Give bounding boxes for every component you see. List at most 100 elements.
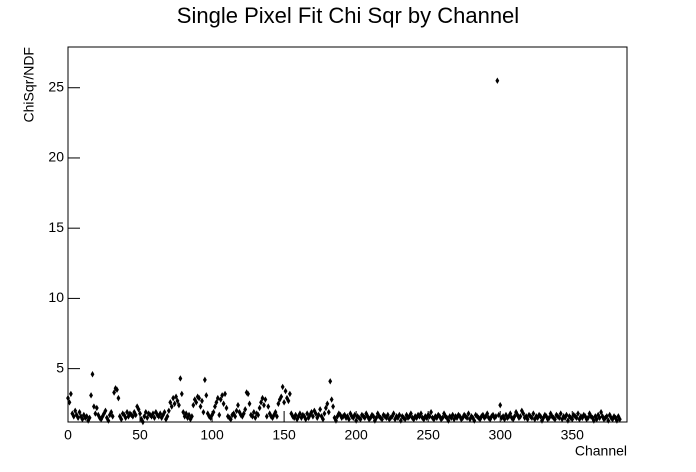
data-point [250,413,255,420]
x-tick-label: 350 [561,427,585,443]
data-point [223,390,227,398]
data-point [430,414,435,421]
data-point [67,399,72,406]
data-point [364,410,369,417]
data-point [315,414,320,421]
data-point [80,415,85,423]
data-point [553,415,557,423]
data-point [334,417,338,424]
data-point [391,410,396,417]
data-point [303,415,308,423]
data-point [130,413,135,420]
data-point [152,414,157,421]
data-point [348,410,353,417]
data-point [73,407,78,414]
data-point [140,418,145,426]
data-point [79,413,83,420]
data-point [256,411,261,419]
y-axis-label: ChiSqr/NDF [21,47,37,122]
data-point [84,413,89,420]
data-point [502,415,507,423]
data-point [298,410,302,417]
data-point [253,414,258,421]
data-point [432,415,436,423]
data-point [358,415,363,423]
data-point [408,410,413,417]
data-point [617,415,622,423]
data-point [161,411,166,419]
data-point [606,417,611,424]
data-point [308,411,312,419]
data-point [591,417,596,424]
data-point [136,406,141,413]
data-point [384,414,389,421]
data-point [450,411,455,419]
data-point [234,407,239,414]
data-point [181,408,186,416]
data-point [387,415,392,423]
data-point [262,401,266,409]
data-point [224,404,229,412]
data-point [460,414,465,421]
data-point [403,415,408,423]
data-point [362,414,367,421]
y-tick-label: 25 [48,78,64,94]
data-point [115,386,119,393]
data-point [174,393,178,400]
data-point [145,414,150,421]
data-point [508,410,513,417]
data-point [218,396,223,403]
data-point [110,413,115,420]
data-point [465,414,469,421]
data-point [309,408,314,416]
data-point [178,375,183,382]
data-point [103,407,108,414]
data-point [168,399,173,406]
data-point [525,415,530,423]
data-point [576,410,580,417]
data-point [260,394,265,402]
data-point [437,413,442,420]
data-point [142,413,147,420]
data-point [236,401,240,409]
data-point [352,411,357,419]
x-tick-label: 0 [64,427,72,443]
data-point [417,413,422,420]
data-point [590,414,595,421]
data-point [202,376,207,384]
data-point [280,383,285,391]
data-point [420,414,425,421]
data-point [282,399,287,406]
data-point [380,415,384,423]
y-tick-label: 10 [48,289,64,305]
data-point [473,411,478,419]
x-tick-label: 50 [132,427,148,443]
data-point [138,410,142,417]
data-point [189,413,194,420]
data-point [279,393,284,400]
data-point [171,394,176,402]
data-point [272,411,276,419]
data-point [251,408,256,416]
data-point [254,410,259,417]
data-point [93,410,98,417]
data-point [440,414,445,421]
data-point [123,414,128,421]
data-point [481,411,485,419]
data-point [377,413,382,420]
data-point [179,390,184,398]
data-point [478,415,482,423]
data-point [198,403,203,410]
data-point [66,394,70,402]
data-point [401,414,406,421]
data-point [151,410,155,417]
data-point [444,414,449,421]
data-point [311,413,315,420]
data-point [293,411,298,419]
data-point [326,408,331,416]
x-tick-label: 200 [344,427,368,443]
data-point [230,411,235,419]
data-point [485,410,490,417]
